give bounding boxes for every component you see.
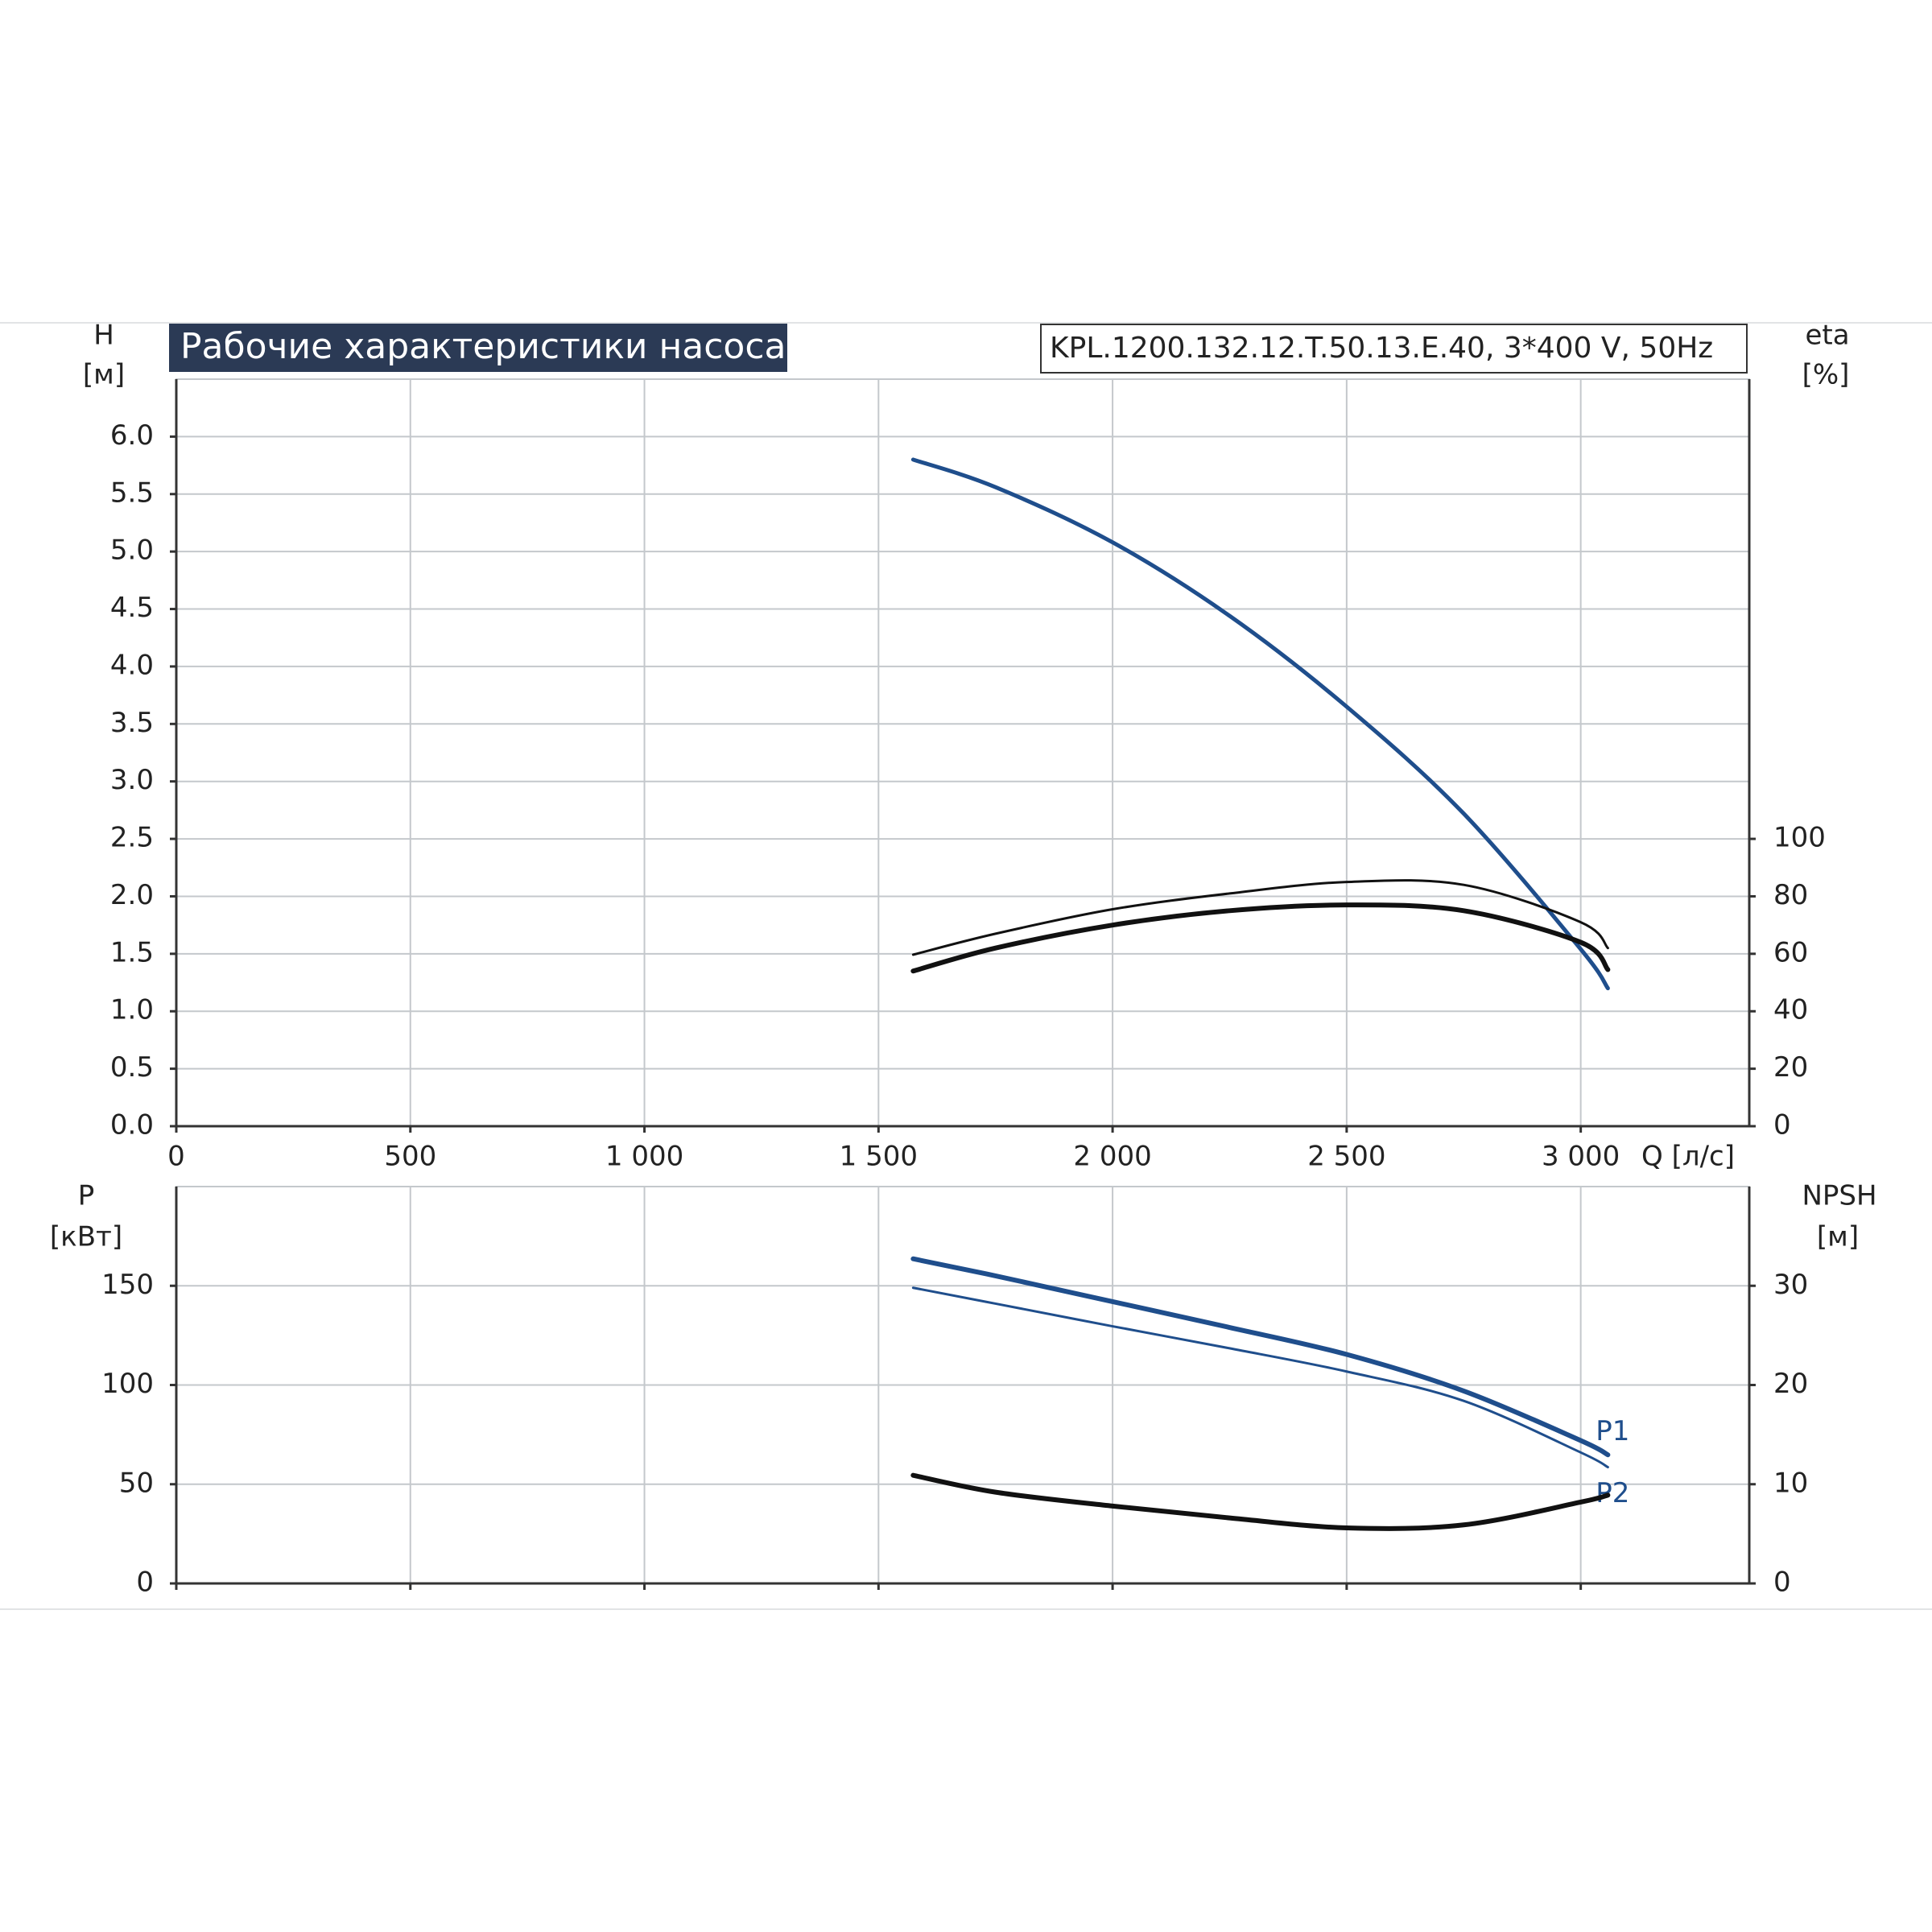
y2-tick-label: 30 [1773, 1269, 1808, 1301]
y2-tick-label: 0 [1773, 1109, 1791, 1141]
series-label: P1 [1596, 1415, 1629, 1447]
y-axis-unit: [м] [83, 359, 125, 391]
y-tick-label: 1.5 [110, 936, 154, 968]
series-line [911, 1286, 1609, 1469]
y-tick-label: 100 [101, 1368, 154, 1400]
y-axis-label: P [78, 1180, 95, 1212]
x-axis-label: Q [л/с] [1641, 1141, 1735, 1173]
series-line [910, 457, 1610, 991]
y2-tick-label: 60 [1773, 936, 1808, 968]
y-tick-label: 50 [119, 1467, 154, 1499]
y2-axis-label: NPSH [1802, 1180, 1876, 1212]
chart-title: Рабочие характеристики насоса [180, 326, 786, 367]
subtitle-box [1040, 324, 1748, 374]
y-tick-label: 4.0 [110, 649, 154, 681]
y-tick-label: 0 [136, 1567, 154, 1599]
y-tick-label: 2.0 [110, 879, 154, 911]
x-tick-label: 3 000 [1542, 1141, 1620, 1173]
y2-tick-label: 0 [1773, 1567, 1791, 1599]
y-axis-unit: [кВт] [50, 1221, 122, 1253]
series-line [910, 1472, 1611, 1531]
y-tick-label: 0.5 [110, 1051, 154, 1084]
y-tick-label: 4.5 [110, 592, 154, 624]
plots: 0 500 1 000 1 500 2 000 2 500 3 0000.00.51.01.… [101, 378, 1826, 1599]
series-line [910, 1256, 1611, 1458]
x-tick-label: 500 [384, 1141, 436, 1173]
y-axis-label: H [93, 320, 114, 352]
y-tick-label: 3.5 [110, 707, 154, 739]
x-tick-label: 1 000 [605, 1141, 683, 1173]
y-tick-label: 1.0 [110, 994, 154, 1026]
chart-subtitle: KPL.1200.132.12.T.50.13.E.40, 3*400 V, 5… [1050, 332, 1713, 365]
y2-tick-label: 80 [1773, 879, 1808, 911]
series-line [911, 879, 1609, 956]
x-tick-label: 2 000 [1073, 1141, 1151, 1173]
x-tick-label: 0 [167, 1141, 185, 1173]
y2-axis-unit: [м] [1817, 1221, 1859, 1253]
y2-tick-label: 20 [1773, 1051, 1808, 1084]
plot-border [175, 378, 1750, 1127]
y-tick-label: 0.0 [110, 1109, 154, 1141]
y-tick-label: 2.5 [110, 822, 154, 854]
y2-tick-label: 10 [1773, 1467, 1808, 1499]
y2-tick-label: 40 [1773, 994, 1808, 1026]
series-line [910, 902, 1611, 974]
y-tick-label: 150 [101, 1269, 154, 1301]
y-tick-label: 5.5 [110, 477, 154, 509]
y-tick-label: 3.0 [110, 764, 154, 796]
x-tick-label: 1 500 [840, 1141, 918, 1173]
y2-tick-label: 20 [1773, 1368, 1808, 1400]
y2-axis-label: eta [1805, 320, 1849, 352]
y2-tick-label: 100 [1773, 822, 1826, 854]
y2-axis-unit: [%] [1802, 359, 1850, 391]
y-tick-label: 5.0 [110, 535, 154, 567]
title-box [169, 324, 787, 372]
y-tick-label: 6.0 [110, 419, 154, 452]
series-label: P2 [1596, 1477, 1629, 1509]
x-tick-label: 2 500 [1307, 1141, 1385, 1173]
